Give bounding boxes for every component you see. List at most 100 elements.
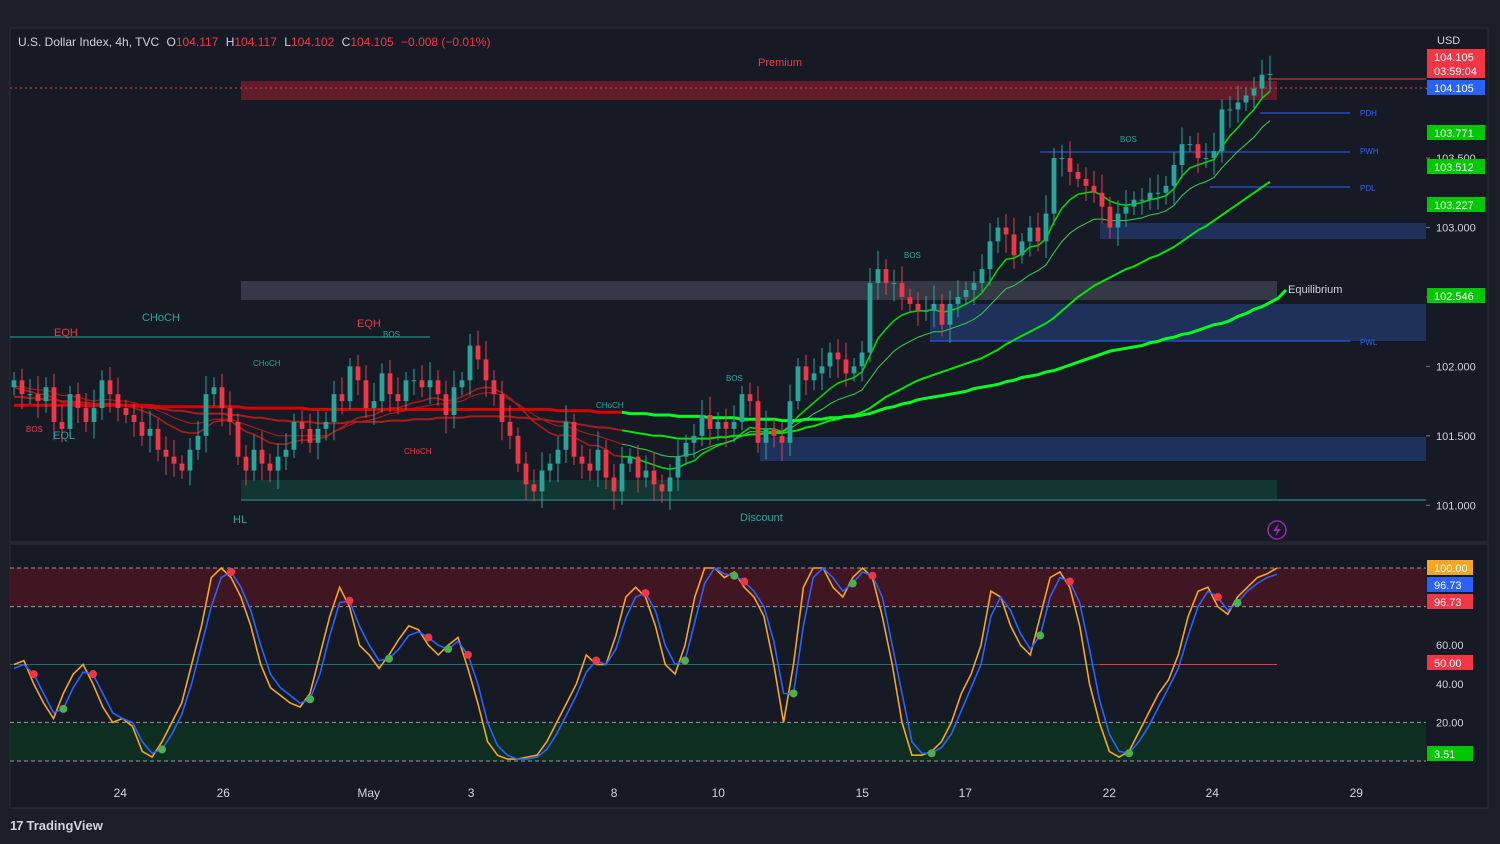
- annotation-equilibrium: Equilibrium: [1288, 284, 1342, 296]
- stoch-tag: [1427, 594, 1473, 609]
- candle: [1139, 188, 1145, 215]
- candle: [131, 403, 137, 437]
- candle: [931, 285, 937, 328]
- candle-body: [1211, 151, 1217, 159]
- candle: [483, 341, 489, 397]
- candle: [1019, 233, 1025, 264]
- candle-body: [1099, 192, 1105, 207]
- candle: [219, 373, 225, 427]
- price-tag: [1427, 197, 1485, 212]
- annotation-bos: BOS: [726, 374, 743, 383]
- candle: [691, 424, 697, 458]
- candle-body: [67, 394, 73, 429]
- candle-body: [1115, 213, 1121, 228]
- candle-body: [795, 366, 801, 402]
- candle: [747, 382, 753, 417]
- candle: [283, 433, 289, 470]
- candle: [227, 391, 233, 436]
- candle: [1027, 215, 1033, 257]
- candle: [843, 342, 849, 387]
- candle: [915, 292, 921, 326]
- candle-body: [347, 366, 353, 402]
- candle: [59, 405, 65, 443]
- tradingview-logo[interactable]: 17 TradingView: [10, 818, 103, 833]
- candle: [347, 358, 353, 410]
- annotation-pwl: PWL: [1360, 338, 1378, 347]
- candle: [83, 393, 89, 432]
- candle: [1235, 85, 1241, 123]
- candle: [355, 354, 361, 396]
- candle-body: [1171, 165, 1177, 186]
- cross-down-marker: [88, 670, 97, 679]
- candle-body: [499, 394, 505, 422]
- candle: [139, 406, 145, 446]
- price-tag-label: 103.771: [1434, 128, 1474, 140]
- price-tag: [1427, 49, 1485, 64]
- annotation-premium: Premium: [758, 57, 802, 69]
- candle-body: [363, 380, 369, 409]
- candle-body: [1059, 158, 1065, 160]
- candle: [147, 410, 153, 453]
- candle: [299, 410, 305, 444]
- candle-body: [451, 387, 457, 415]
- candle: [1091, 170, 1097, 203]
- candle-body: [523, 463, 529, 485]
- candle: [587, 448, 593, 481]
- candle: [187, 438, 193, 486]
- candle-body: [211, 387, 217, 395]
- candle-body: [227, 408, 233, 422]
- candle: [1011, 217, 1017, 269]
- annotation-eql: EQL: [53, 430, 75, 442]
- low-value: 104.102: [290, 35, 335, 49]
- candle: [1035, 212, 1041, 252]
- candle-body: [1043, 213, 1049, 242]
- candle: [907, 288, 913, 313]
- cross-up-marker: [927, 749, 936, 758]
- candle: [659, 474, 665, 504]
- candle-body: [987, 241, 993, 270]
- candle: [675, 440, 681, 491]
- candle-body: [731, 421, 737, 429]
- candle-body: [1195, 144, 1201, 159]
- candle: [171, 440, 177, 477]
- stoch-tag-label: 100.00: [1434, 563, 1468, 575]
- candle: [11, 371, 17, 396]
- candle-body: [539, 470, 545, 492]
- candle-body: [883, 269, 889, 284]
- oversold-zone: [10, 722, 1426, 761]
- symbol-title[interactable]: U.S. Dollar Index, 4h, TVC: [18, 35, 160, 49]
- candle-body: [611, 477, 617, 492]
- candle-body: [307, 428, 313, 443]
- candle: [1043, 195, 1049, 259]
- candle-body: [851, 366, 857, 374]
- candle-body: [355, 366, 361, 381]
- annotation-bos: BOS: [26, 425, 43, 434]
- annotation-pdl: PDL: [1360, 184, 1376, 193]
- candle: [1003, 214, 1009, 253]
- price-tag: [1427, 288, 1485, 303]
- candle: [899, 266, 905, 311]
- candle: [859, 340, 865, 382]
- candle: [211, 377, 217, 406]
- candle: [443, 380, 449, 434]
- cross-down-marker: [592, 656, 601, 665]
- price-tick-label: 101.500: [1436, 431, 1476, 443]
- cross-up-marker: [384, 654, 393, 663]
- candle-body: [867, 283, 873, 353]
- candle-body: [323, 421, 329, 429]
- candle-body: [171, 456, 177, 464]
- candle: [651, 452, 657, 502]
- candle-body: [179, 463, 185, 471]
- candle: [891, 269, 897, 302]
- candle: [435, 370, 441, 406]
- candle-body: [939, 303, 945, 325]
- candle-body: [83, 408, 89, 422]
- candle: [963, 281, 969, 306]
- candle: [43, 377, 49, 413]
- candle: [291, 413, 297, 459]
- stoch-tag-label: 96.73: [1434, 580, 1462, 592]
- candle-body: [739, 394, 745, 422]
- cross-up-marker: [306, 695, 315, 704]
